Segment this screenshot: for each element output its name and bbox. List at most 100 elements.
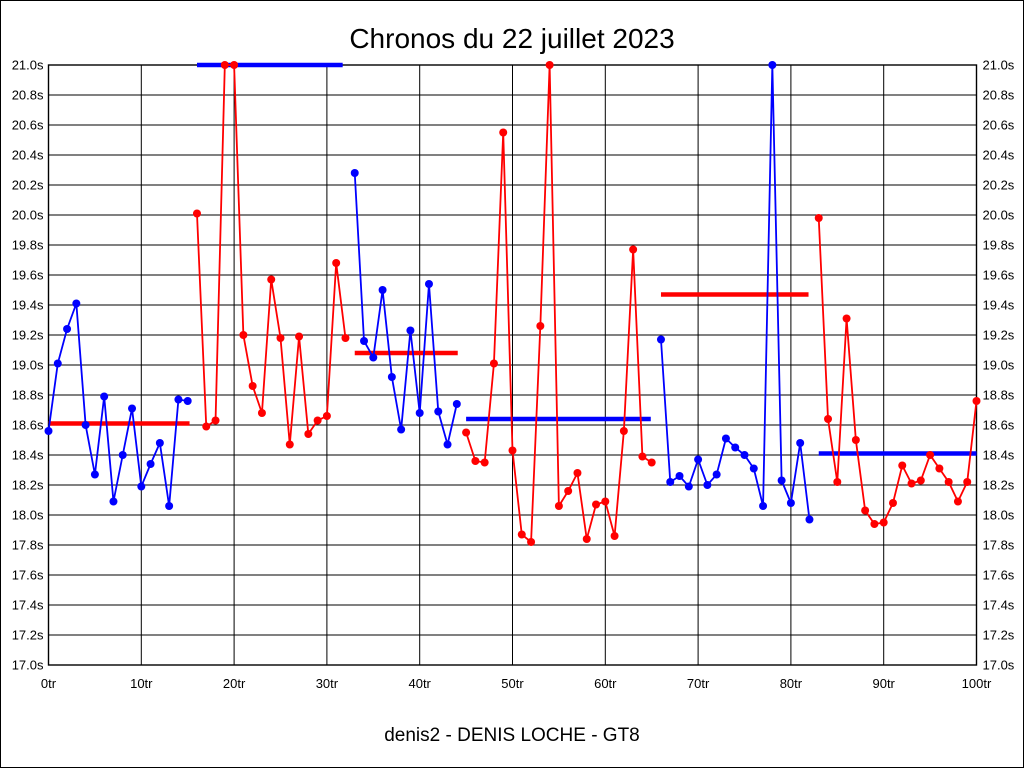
y-axis-label-left: 17.4s — [12, 598, 44, 613]
lap-marker — [220, 61, 229, 69]
x-axis-label: 40tr — [408, 676, 431, 691]
x-axis-label: 90tr — [872, 676, 895, 691]
y-axis-label-right: 18.6s — [983, 418, 1015, 433]
y-axis-label-right: 19.2s — [983, 328, 1015, 343]
lap-marker — [796, 439, 805, 447]
y-axis-label-left: 20.4s — [12, 148, 44, 163]
x-axis-label: 100tr — [962, 676, 992, 691]
y-axis-label-right: 18.2s — [983, 478, 1015, 493]
x-axis-label: 80tr — [780, 676, 803, 691]
x-axis-label: 20tr — [223, 676, 246, 691]
y-axis-label-left: 18.6s — [12, 418, 44, 433]
y-axis-label-left: 18.2s — [12, 478, 44, 493]
y-axis-label-left: 19.8s — [12, 238, 44, 253]
lap-marker — [146, 460, 155, 468]
lap-marker — [554, 502, 563, 510]
lap-time-series-stint-6 — [817, 217, 978, 525]
y-axis-label-right: 18.0s — [983, 508, 1015, 523]
lap-marker — [480, 458, 489, 467]
lap-marker — [870, 520, 879, 528]
lap-marker — [267, 275, 276, 284]
y-axis-label-left: 20.0s — [12, 208, 44, 223]
y-axis-label-right: 18.4s — [983, 448, 1015, 463]
y-axis-label-right: 17.0s — [983, 658, 1015, 673]
lap-marker — [759, 502, 768, 510]
lap-marker — [165, 502, 174, 510]
lap-marker — [879, 518, 888, 527]
y-axis-label-left: 20.8s — [12, 88, 44, 103]
y-axis-label-left: 19.2s — [12, 328, 44, 343]
lap-marker — [972, 397, 981, 405]
lap-marker — [694, 455, 703, 464]
lap-marker — [155, 439, 164, 447]
lap-marker — [666, 478, 675, 486]
lap-marker — [963, 478, 972, 486]
lap-marker — [731, 443, 740, 452]
lap-marker — [749, 464, 758, 473]
lap-marker — [452, 400, 461, 408]
lap-marker — [489, 359, 498, 368]
x-axis-label: 10tr — [130, 676, 153, 691]
lap-marker — [712, 470, 721, 479]
lap-marker — [833, 478, 842, 486]
lap-marker — [564, 487, 573, 495]
lap-marker — [935, 464, 944, 473]
lap-time-series-stint-3 — [353, 172, 458, 445]
lap-marker — [285, 440, 294, 449]
lap-marker — [239, 331, 248, 339]
lap-marker — [63, 325, 72, 333]
y-axis-label-right: 17.4s — [983, 598, 1015, 613]
lap-marker — [53, 359, 62, 368]
lap-marker — [545, 61, 554, 69]
y-axis-label-right: 17.8s — [983, 538, 1015, 553]
y-axis-label-right: 20.4s — [983, 148, 1015, 163]
chart-footer: denis2 - DENIS LOCHE - GT8 — [384, 725, 640, 746]
lap-marker — [424, 280, 433, 288]
lap-marker — [777, 476, 786, 485]
y-axis-label-left: 18.4s — [12, 448, 44, 463]
lap-marker — [350, 169, 359, 177]
lap-marker — [953, 497, 962, 506]
lap-marker — [601, 497, 610, 506]
lap-marker — [740, 451, 749, 459]
y-axis-label-right: 20.0s — [983, 208, 1015, 223]
lap-marker — [814, 214, 823, 222]
lap-marker — [703, 481, 712, 489]
y-axis-label-right: 20.2s — [983, 178, 1015, 193]
lap-marker — [610, 532, 619, 540]
y-axis-label-left: 18.8s — [12, 388, 44, 403]
lap-marker — [341, 334, 350, 342]
lap-marker — [369, 353, 378, 362]
x-axis-label: 0tr — [41, 676, 57, 691]
x-axis-label: 60tr — [594, 676, 617, 691]
lap-marker — [360, 337, 369, 345]
y-axis-label-left: 17.8s — [12, 538, 44, 553]
lap-time-series-stint-2 — [196, 64, 347, 445]
lap-marker — [202, 422, 211, 431]
lap-marker — [230, 61, 239, 69]
lap-time-series-stint-1 — [47, 303, 188, 507]
lap-marker — [851, 436, 860, 444]
lap-marker — [415, 409, 424, 417]
y-axis-label-left: 21.0s — [12, 58, 44, 73]
lap-marker — [638, 452, 647, 461]
lap-marker — [786, 499, 795, 507]
lap-marker — [109, 497, 118, 506]
lap-marker — [44, 427, 53, 435]
lap-marker — [128, 404, 137, 413]
lap-marker — [313, 416, 322, 425]
lap-marker — [248, 382, 257, 390]
lap-marker — [462, 428, 471, 437]
lap-marker — [842, 314, 851, 323]
lap-marker — [406, 326, 415, 335]
chart-title: Chronos du 22 juillet 2023 — [349, 23, 674, 54]
lap-marker — [471, 457, 480, 465]
lap-marker — [322, 412, 331, 420]
plot-border — [47, 64, 978, 666]
x-axis-label: 70tr — [687, 676, 710, 691]
y-axis-label-right: 19.6s — [983, 268, 1015, 283]
y-axis-label-right: 20.6s — [983, 118, 1015, 133]
y-axis-label-left: 19.0s — [12, 358, 44, 373]
lap-marker — [137, 482, 146, 491]
